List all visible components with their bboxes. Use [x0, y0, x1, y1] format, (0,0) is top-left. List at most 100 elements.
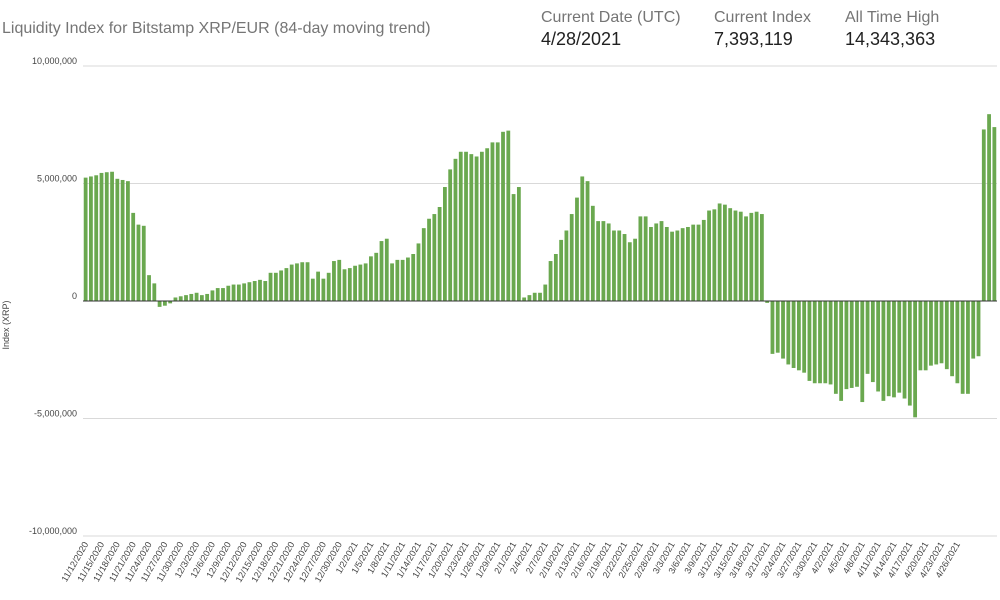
bar [987, 114, 991, 301]
bar [162, 301, 167, 306]
bar [670, 231, 674, 301]
bar [765, 301, 770, 303]
bar [363, 263, 368, 301]
bar [321, 278, 326, 301]
bar [226, 285, 231, 301]
bar [342, 269, 347, 301]
bar [453, 158, 458, 301]
bar [839, 301, 844, 401]
stat-current-date: Current Date (UTC) 4/28/2021 [541, 8, 681, 50]
bar [474, 156, 479, 301]
bar [712, 209, 717, 301]
bar [538, 292, 542, 301]
bar [479, 151, 484, 301]
bar [717, 203, 722, 301]
bar [802, 301, 807, 373]
bar [865, 301, 870, 374]
bar [511, 194, 516, 301]
bar [680, 228, 685, 301]
bar [733, 210, 738, 301]
bar [110, 171, 114, 301]
bar [659, 221, 664, 301]
stat-value: 14,343,363 [845, 29, 936, 49]
bar [300, 262, 305, 301]
bar [759, 214, 764, 301]
bar [369, 256, 373, 301]
bar [242, 283, 247, 302]
bar [601, 221, 606, 301]
bar [279, 270, 284, 301]
bar [543, 284, 548, 301]
bar [432, 214, 437, 301]
bar [696, 224, 701, 302]
bar [913, 301, 918, 418]
bar [686, 226, 690, 301]
bar [564, 230, 569, 301]
bar [406, 257, 410, 301]
bar [157, 301, 162, 307]
bar [437, 207, 442, 301]
bar [295, 263, 299, 301]
bar [205, 293, 210, 301]
bar [633, 238, 637, 301]
stat-current-index: Current Index 7,393,119 [714, 8, 811, 50]
bar [976, 301, 981, 357]
x-tick-labels: 11/12/202011/15/202011/18/202011/21/2020… [59, 540, 962, 584]
bar [310, 278, 315, 301]
bar [807, 301, 812, 381]
bar [400, 259, 405, 302]
bar [215, 288, 220, 301]
bar [950, 301, 954, 377]
stat-all-time-high: All Time High 14,343,363 [845, 8, 939, 50]
bar [590, 205, 595, 301]
bar [664, 226, 669, 301]
bar [638, 216, 643, 301]
bar [337, 259, 342, 302]
bar [236, 284, 241, 301]
bar [971, 301, 976, 359]
bar [289, 264, 294, 301]
stat-label: Current Date (UTC) [541, 9, 681, 26]
bar [522, 297, 527, 301]
bar [981, 129, 986, 301]
bar [649, 226, 653, 301]
bar [258, 279, 262, 301]
bar [992, 127, 997, 301]
bar [421, 228, 426, 301]
bar [443, 187, 447, 301]
bar [870, 301, 875, 383]
bar [305, 262, 310, 301]
bar [189, 293, 194, 301]
bar [744, 216, 748, 301]
bar [532, 292, 537, 301]
bar [902, 301, 907, 399]
bar [147, 275, 151, 301]
stat-label: All Time High [845, 9, 940, 26]
bar [781, 301, 785, 359]
bar [723, 204, 727, 301]
bar [955, 301, 960, 384]
bar [194, 292, 199, 301]
bar [966, 301, 970, 394]
bar [416, 243, 421, 301]
bar [469, 154, 474, 302]
bar [812, 301, 817, 384]
bar [273, 272, 278, 301]
bar [923, 301, 928, 371]
bar [390, 263, 394, 301]
y-tick-label: -5,000,000 [34, 409, 77, 419]
bar [152, 283, 157, 302]
bar [701, 219, 706, 301]
bar [120, 179, 125, 301]
bar [548, 261, 553, 301]
bar [485, 148, 490, 301]
y-axis-label: Index (XRP) [1, 300, 11, 349]
bar [691, 224, 696, 302]
bar [833, 301, 838, 394]
bar [575, 197, 579, 301]
bar [495, 142, 500, 302]
bar [918, 301, 923, 371]
bar [221, 288, 225, 301]
bar [131, 212, 136, 302]
bar [612, 230, 616, 301]
